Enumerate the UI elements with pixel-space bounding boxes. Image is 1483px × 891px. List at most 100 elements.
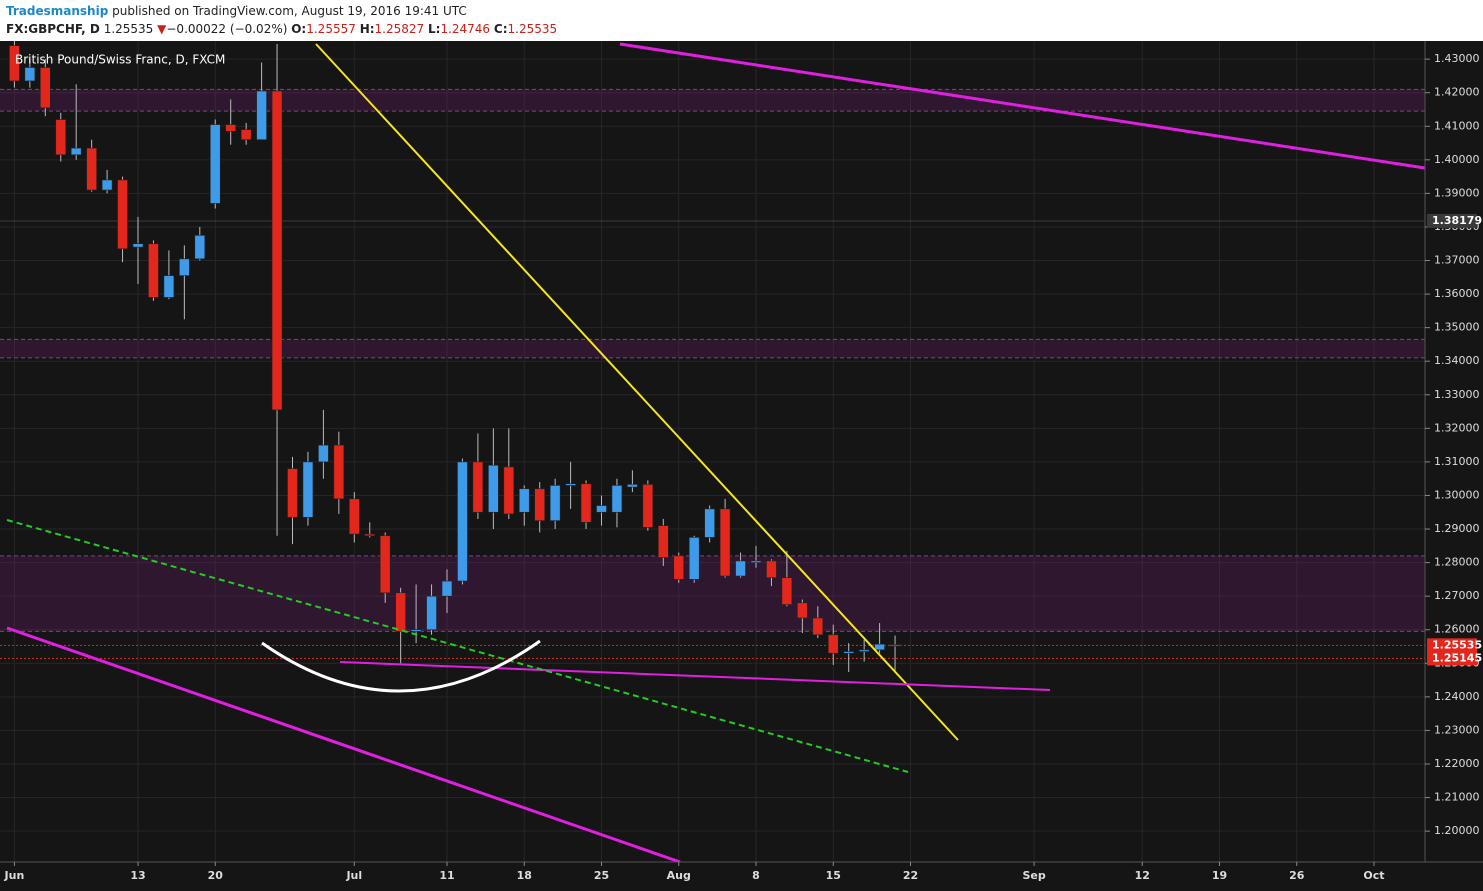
ohlc: O:1.25557 H:1.25827 L:1.24746 C:1.25535 — [291, 22, 561, 36]
y-tick-label: 1.39000 — [1434, 186, 1480, 199]
ohlc-value: 1.25827 — [374, 22, 425, 36]
y-tick-label: 1.37000 — [1434, 254, 1480, 267]
symbol: FX:GBPCHF, D — [6, 22, 100, 36]
y-tick-label: 1.35000 — [1434, 321, 1480, 334]
background — [0, 41, 1483, 891]
candle-body — [642, 484, 654, 528]
y-tick-label: 1.40000 — [1434, 153, 1480, 166]
zone — [0, 89, 1425, 112]
x-tick-label: 20 — [208, 869, 224, 882]
candle-body — [673, 555, 685, 580]
candle-body — [256, 90, 267, 140]
x-tick-label: Oct — [1363, 869, 1384, 882]
candle-body — [302, 461, 314, 518]
y-tick-label: 1.24000 — [1434, 690, 1480, 703]
y-tick-label: 1.26000 — [1434, 623, 1480, 636]
ohlc-key: C: — [493, 22, 508, 36]
y-tick-label: 1.41000 — [1434, 119, 1480, 132]
candle-body — [209, 124, 221, 204]
candle-body — [549, 485, 561, 521]
candle-body — [874, 643, 885, 651]
candle-body — [55, 119, 67, 156]
candle-body — [333, 444, 345, 500]
zone — [0, 339, 1425, 358]
candle-body — [318, 444, 329, 463]
x-tick-label: 18 — [517, 869, 532, 882]
candle-body — [101, 179, 113, 191]
dashed-trend-line — [6, 519, 909, 773]
x-tick-label: 22 — [903, 869, 918, 882]
y-tick-label: 1.27000 — [1434, 589, 1480, 602]
trend-line — [315, 43, 959, 741]
candle-body — [797, 602, 808, 619]
y-tick-label: 1.32000 — [1434, 421, 1480, 434]
y-tick-label: 1.43000 — [1434, 52, 1480, 65]
publish-line: Tradesmanship published on TradingView.c… — [6, 4, 467, 18]
y-tick-label: 1.22000 — [1434, 757, 1480, 770]
x-tick-label: Aug — [667, 869, 691, 882]
y-tick-label: 1.21000 — [1434, 791, 1480, 804]
change: −0.00022 (−0.02%) — [166, 22, 288, 36]
candle-body — [225, 124, 236, 132]
x-tick-label: 19 — [1212, 869, 1227, 882]
price-tag-label: 1.25535 — [1432, 638, 1482, 651]
candle-body — [580, 483, 592, 523]
candle-body — [179, 258, 190, 276]
candle-body — [240, 129, 252, 140]
candle-body — [843, 651, 855, 654]
y-tick-label: 1.29000 — [1434, 522, 1480, 535]
author[interactable]: Tradesmanship — [6, 4, 109, 18]
candle-body — [287, 468, 298, 518]
ohlc-key: H: — [359, 22, 375, 36]
x-tick-label: 15 — [826, 869, 841, 882]
candle-body — [271, 90, 283, 411]
candle-body — [426, 595, 437, 631]
y-tick-label: 1.33000 — [1434, 388, 1480, 401]
candle-body — [704, 508, 715, 538]
candle-body — [86, 147, 97, 191]
candle-body — [766, 560, 777, 579]
candle-body — [565, 483, 576, 486]
price-tag — [1427, 651, 1477, 666]
y-tick-label: 1.36000 — [1434, 287, 1480, 300]
y-tick-label: 1.23000 — [1434, 723, 1480, 736]
ohlc-value: 1.25535 — [507, 22, 558, 36]
x-tick-label: 13 — [130, 869, 145, 882]
support-line — [339, 661, 1051, 691]
candle-body — [735, 560, 746, 577]
ohlc-value: 1.25557 — [306, 22, 356, 36]
candle-body — [889, 644, 901, 647]
x-tick-label: 12 — [1135, 869, 1150, 882]
candle-body — [518, 488, 530, 513]
candle-body — [148, 243, 159, 298]
y-tick-label: 1.20000 — [1434, 824, 1480, 837]
published: published on TradingView.com, August 19,… — [108, 4, 467, 18]
x-tick-label: 25 — [594, 869, 609, 882]
ohlc-key: O: — [291, 22, 307, 36]
candle-body — [812, 617, 824, 636]
candle-body — [348, 498, 360, 535]
candle-body — [827, 634, 839, 654]
candle-body — [457, 461, 468, 582]
x-tick-label: 26 — [1289, 869, 1305, 882]
y-tick-label: 1.28000 — [1434, 556, 1480, 569]
candle-body — [395, 592, 406, 632]
channel-line — [619, 42, 1425, 170]
candle-body — [364, 533, 376, 537]
candle-body — [688, 537, 700, 580]
candle-body — [117, 179, 128, 250]
x-tick-label: Jul — [345, 869, 362, 882]
candle-body — [503, 466, 515, 515]
x-tick-label: Jun — [4, 869, 25, 882]
price-tag-label: 1.38179 — [1432, 214, 1482, 227]
candle-body — [70, 147, 82, 156]
arrow: ▼ — [157, 22, 167, 36]
candle-body — [163, 275, 175, 298]
candle-body — [132, 243, 144, 248]
candle-body — [410, 629, 422, 632]
candle-body — [39, 67, 51, 109]
symbol-line: FX:GBPCHF, D 1.25535 ▼−0.00022 (−0.02%) … — [6, 22, 561, 36]
candle-body — [534, 488, 546, 521]
candle-body — [750, 560, 762, 563]
candle-body — [627, 484, 638, 488]
